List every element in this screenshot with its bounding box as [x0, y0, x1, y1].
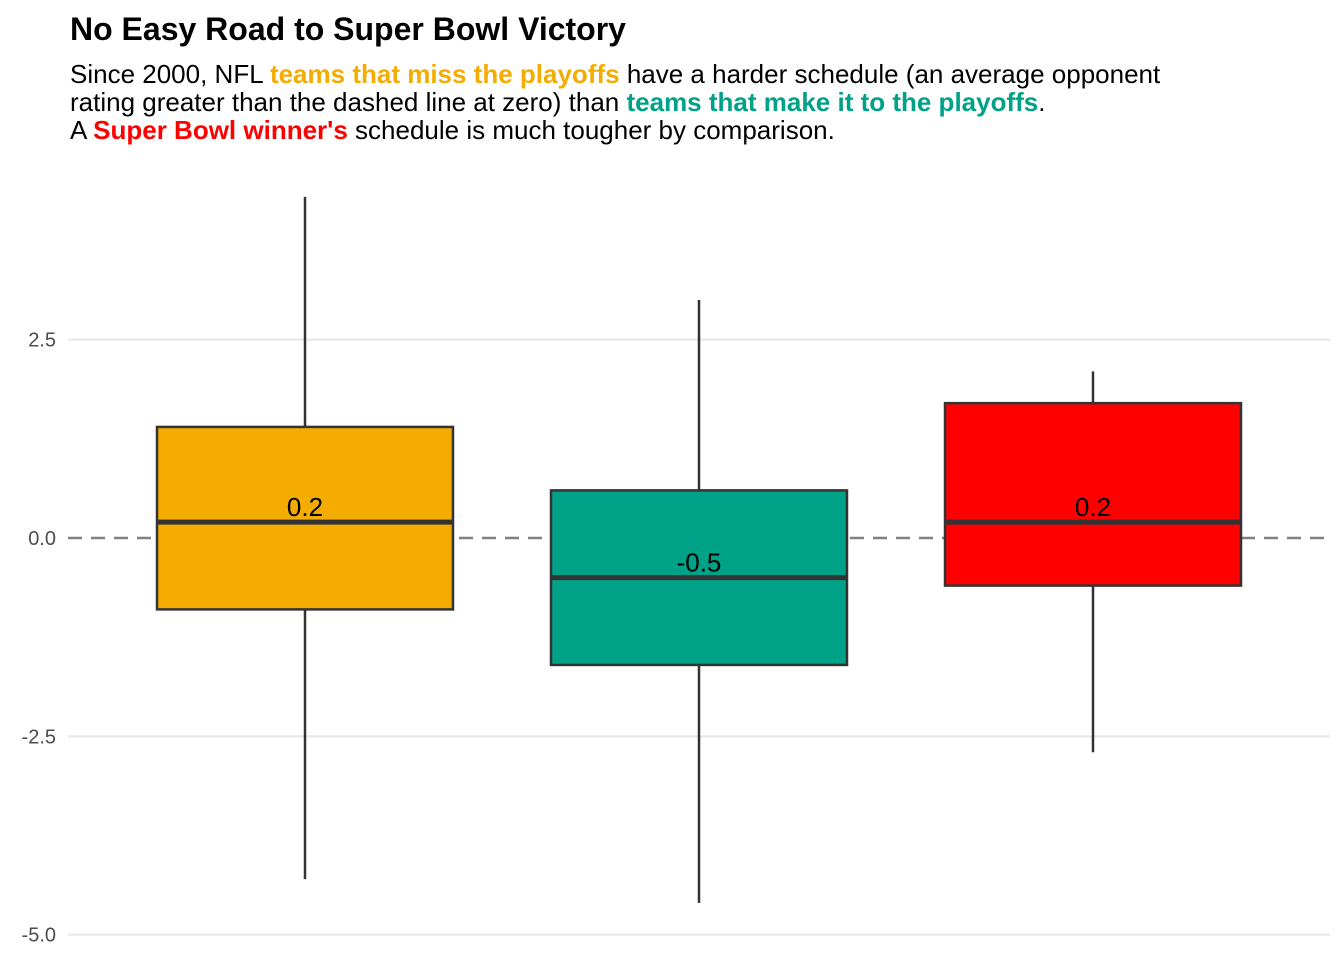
- subtitle-text: .: [1038, 87, 1046, 117]
- highlight-make-playoffs: teams that make it to the playoffs: [626, 87, 1039, 117]
- y-tick-label: 2.5: [28, 330, 56, 352]
- box-1: [155, 196, 455, 880]
- subtitle-text: Since 2000, NFL: [70, 59, 270, 89]
- highlight-super-bowl-winner: Super Bowl winner's: [93, 115, 348, 145]
- y-tick-label: 0.0: [28, 528, 56, 550]
- subtitle-line-3: A Super Bowl winner's schedule is much t…: [70, 116, 1330, 144]
- subtitle-line-2: rating greater than the dashed line at z…: [70, 88, 1330, 116]
- subtitle-line-1: Since 2000, NFL teams that miss the play…: [70, 60, 1330, 88]
- box-layer: [155, 196, 1243, 903]
- label-layer: 2.5 0.0 -2.5 -5.0 0.2 -0.5 0.2: [22, 330, 1112, 947]
- median-value-label: 0.2: [1075, 492, 1111, 522]
- subtitle-text: A: [70, 115, 94, 145]
- box-iqr: [155, 425, 455, 611]
- box-2: [549, 300, 849, 903]
- median-value-label: 0.2: [287, 492, 323, 522]
- y-tick-label: -5.0: [22, 925, 56, 947]
- chart-title: No Easy Road to Super Bowl Victory: [70, 11, 626, 47]
- median-value-label: -0.5: [677, 548, 722, 578]
- subtitle-text: rating greater than the dashed line at z…: [70, 87, 627, 117]
- chart-subtitle: Since 2000, NFL teams that miss the play…: [70, 60, 1330, 144]
- box-3: [943, 371, 1243, 753]
- subtitle-text: schedule is much tougher by comparison.: [347, 115, 835, 145]
- subtitle-text: have a harder schedule (an average oppon…: [619, 59, 1161, 89]
- box-iqr: [943, 401, 1243, 587]
- highlight-miss-playoffs: teams that miss the playoffs: [269, 59, 620, 89]
- y-tick-label: -2.5: [22, 726, 56, 748]
